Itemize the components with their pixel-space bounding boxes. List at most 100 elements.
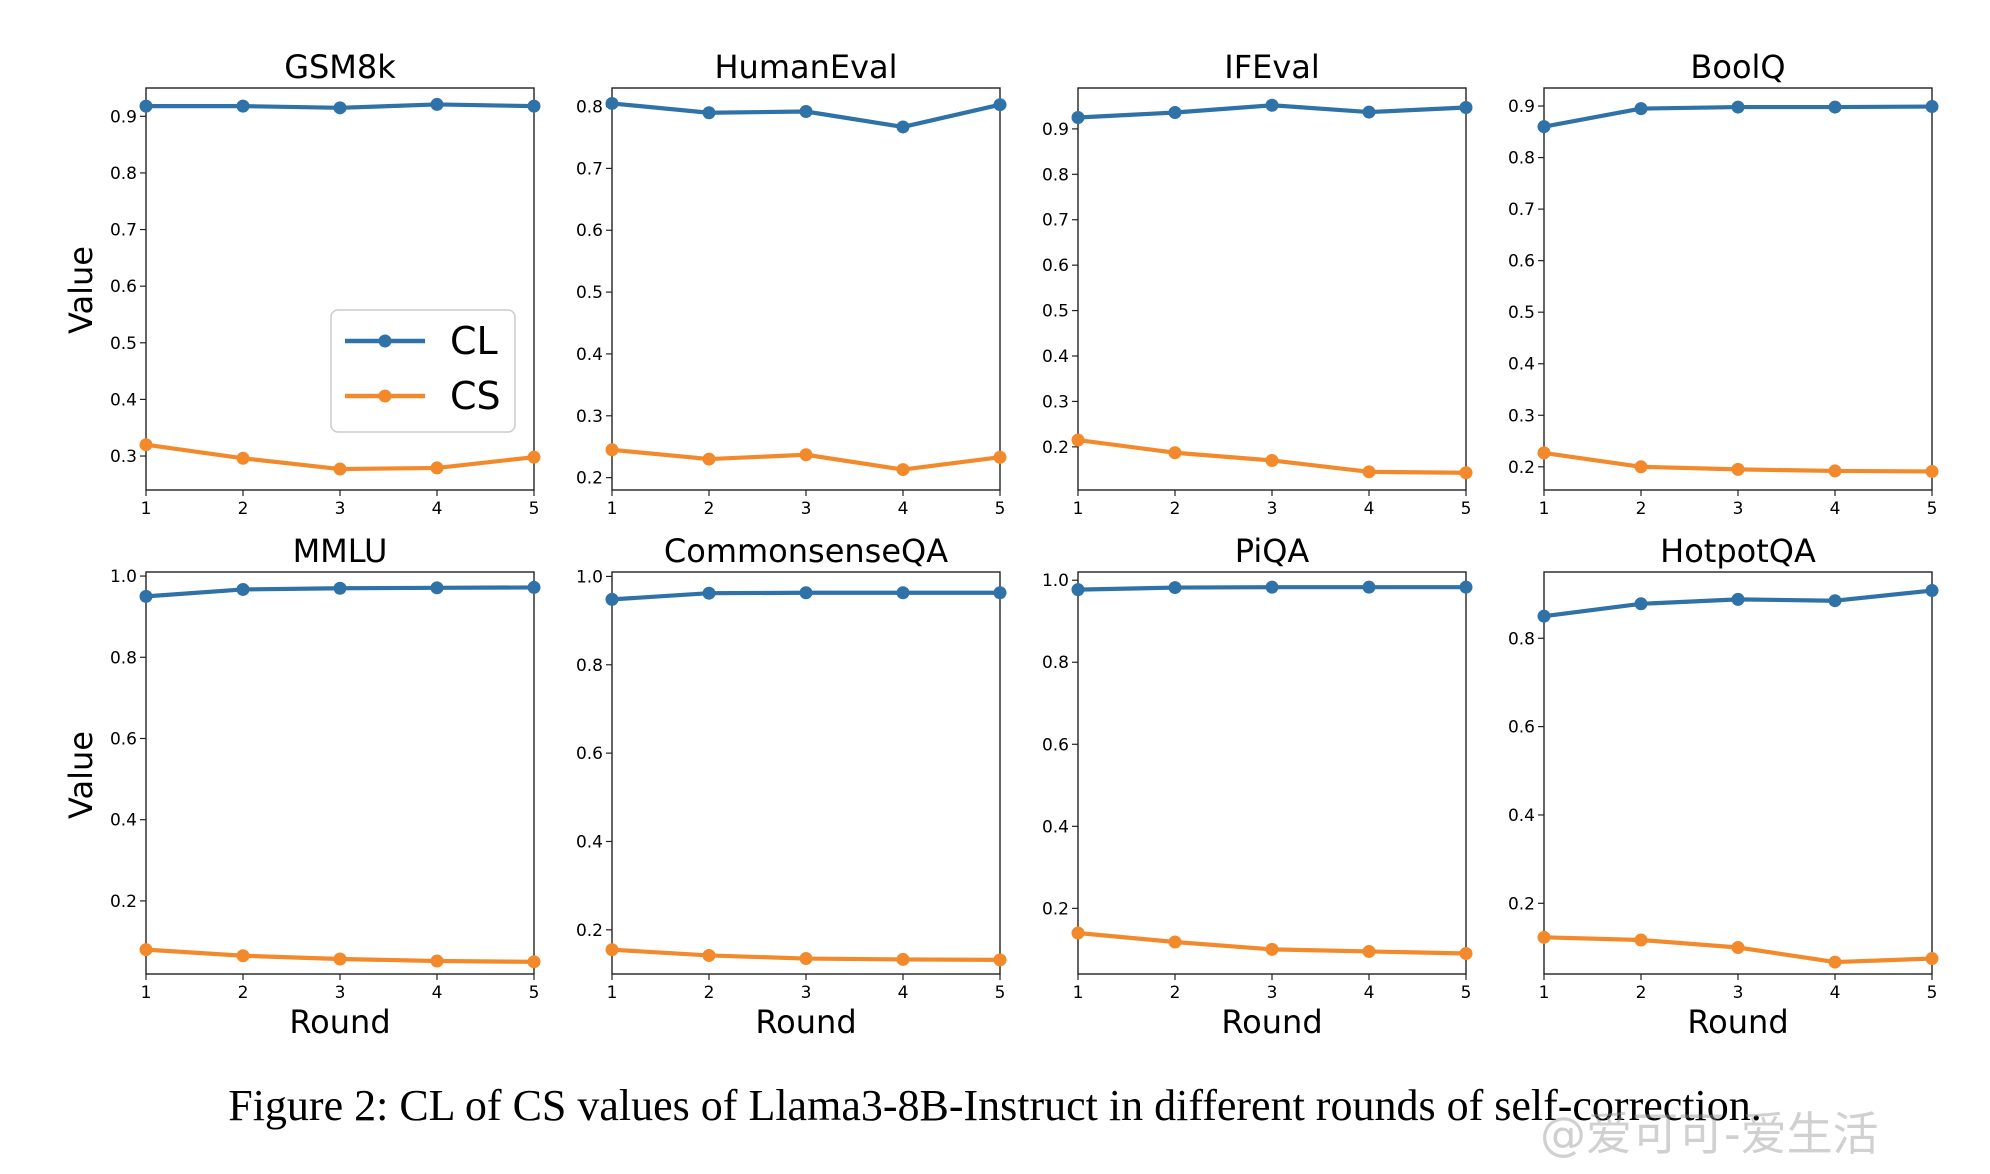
y-tick-label: 0.5: [576, 283, 603, 303]
point-cs: [702, 452, 716, 466]
point-cs: [430, 461, 444, 475]
x-tick-label: 4: [898, 983, 909, 1003]
point-cs: [1828, 955, 1842, 969]
y-tick-label: 0.5: [1508, 303, 1535, 323]
x-tick-label: 4: [432, 983, 443, 1003]
point-cl: [605, 592, 619, 606]
y-tick-label: 0.2: [576, 921, 603, 941]
point-cs: [702, 948, 716, 962]
point-cl: [1828, 594, 1842, 608]
plot-frame: [1543, 571, 1933, 975]
point-cs: [1731, 940, 1745, 954]
point-cl: [1634, 597, 1648, 611]
point-cs: [1634, 933, 1648, 947]
y-tick-label: 0.3: [576, 407, 603, 427]
x-tick-label: 5: [995, 499, 1006, 519]
y-tick-label: 1.0: [576, 567, 603, 587]
point-cl: [1537, 120, 1551, 134]
point-cl: [1828, 100, 1842, 114]
point-cs: [1925, 464, 1939, 478]
point-cs: [1265, 453, 1279, 467]
ylabel-row2: Value: [62, 731, 100, 819]
legend-cs-marker: [378, 389, 392, 403]
x-tick-label: 2: [1636, 983, 1647, 1003]
y-tick-label: 0.8: [576, 656, 603, 676]
point-cs: [1925, 952, 1939, 966]
x-tick-label: 3: [1733, 499, 1744, 519]
point-cl: [333, 101, 347, 115]
point-cl: [993, 586, 1007, 600]
point-cs: [993, 450, 1007, 464]
x-tick-label: 2: [238, 499, 249, 519]
x-tick-label: 1: [1539, 499, 1550, 519]
point-cl: [702, 106, 716, 120]
point-cs: [1362, 944, 1376, 958]
y-tick-label: 0.4: [1508, 806, 1535, 826]
y-tick-label: 0.4: [1508, 355, 1535, 375]
subplot-title: PiQA: [1235, 532, 1310, 570]
point-cs: [1537, 930, 1551, 944]
x-tick-label: 5: [1461, 499, 1472, 519]
x-tick-label: 1: [607, 499, 618, 519]
point-cl: [799, 105, 813, 119]
point-cs: [333, 462, 347, 476]
point-cs: [1168, 446, 1182, 460]
point-cl: [1634, 102, 1648, 116]
legend-cs-label: CS: [450, 374, 501, 418]
x-tick-label: 4: [1364, 983, 1375, 1003]
y-tick-label: 0.3: [1508, 406, 1535, 426]
subplot-grid: GSM8k 1 2 3 4 5 0.3 0.4 0.5 0.6 0.7 0.8 0.9 HumanEval…: [110, 48, 1939, 1003]
plot-frame: [611, 571, 1001, 975]
point-cs: [139, 438, 153, 452]
point-cl: [1168, 581, 1182, 595]
x-tick-label: 1: [1073, 499, 1084, 519]
y-tick-label: 0.8: [1042, 653, 1069, 673]
point-cl: [1731, 100, 1745, 114]
point-cl: [236, 582, 250, 596]
y-tick-label: 1.0: [110, 567, 137, 587]
y-tick-label: 0.9: [110, 107, 137, 127]
plot-frame: [611, 87, 1001, 491]
y-tick-label: 0.4: [110, 390, 137, 410]
watermark: @爱可可-爱生活: [1540, 1107, 1879, 1161]
x-tick-label: 3: [1733, 983, 1744, 1003]
point-cl: [1459, 580, 1473, 594]
legend: CL CS: [330, 309, 516, 433]
point-cl: [993, 98, 1007, 112]
y-tick-label: 0.5: [1042, 302, 1069, 322]
x-tick-label: 2: [1170, 983, 1181, 1003]
point-cs: [993, 953, 1007, 967]
point-cl: [333, 581, 347, 595]
y-tick-label: 0.2: [110, 892, 137, 912]
y-tick-label: 0.8: [1508, 149, 1535, 169]
point-cl: [896, 120, 910, 134]
y-tick-label: 0.8: [1508, 629, 1535, 649]
point-cl: [139, 589, 153, 603]
point-cs: [605, 943, 619, 957]
y-tick-label: 0.8: [110, 164, 137, 184]
x-tick-label: 3: [801, 983, 812, 1003]
y-tick-label: 0.9: [1042, 120, 1069, 140]
point-cs: [236, 451, 250, 465]
point-cl: [1265, 580, 1279, 594]
y-tick-label: 0.6: [1508, 252, 1535, 272]
plot-frame: [145, 571, 535, 975]
point-cs: [605, 443, 619, 457]
y-tick-label: 0.2: [1508, 894, 1535, 914]
legend-cl-label: CL: [450, 319, 498, 363]
point-cs: [333, 952, 347, 966]
x-tick-label: 1: [1539, 983, 1550, 1003]
y-tick-label: 0.4: [576, 832, 603, 852]
subplot-commonsenseqa: CommonsenseQA 1 2 3 4 5 0.2 0.4 0.6 0.8 1.0: [576, 532, 1007, 1003]
x-tick-label: 1: [141, 983, 152, 1003]
subplot-gsm8k: GSM8k 1 2 3 4 5 0.3 0.4 0.5 0.6 0.7 0.8 0.9: [110, 48, 541, 519]
y-tick-label: 0.4: [576, 345, 603, 365]
y-tick-label: 0.3: [110, 447, 137, 467]
y-tick-label: 0.6: [1508, 718, 1535, 738]
subplot-title: IFEval: [1224, 48, 1320, 86]
point-cs: [1731, 462, 1745, 476]
point-cs: [1459, 466, 1473, 480]
subplot-piqa: PiQA 1 2 3 4 5 0.2 0.4 0.6 0.8 1.0: [1042, 532, 1473, 1003]
point-cs: [896, 952, 910, 966]
xlabel-col3: Round: [1221, 1003, 1322, 1041]
